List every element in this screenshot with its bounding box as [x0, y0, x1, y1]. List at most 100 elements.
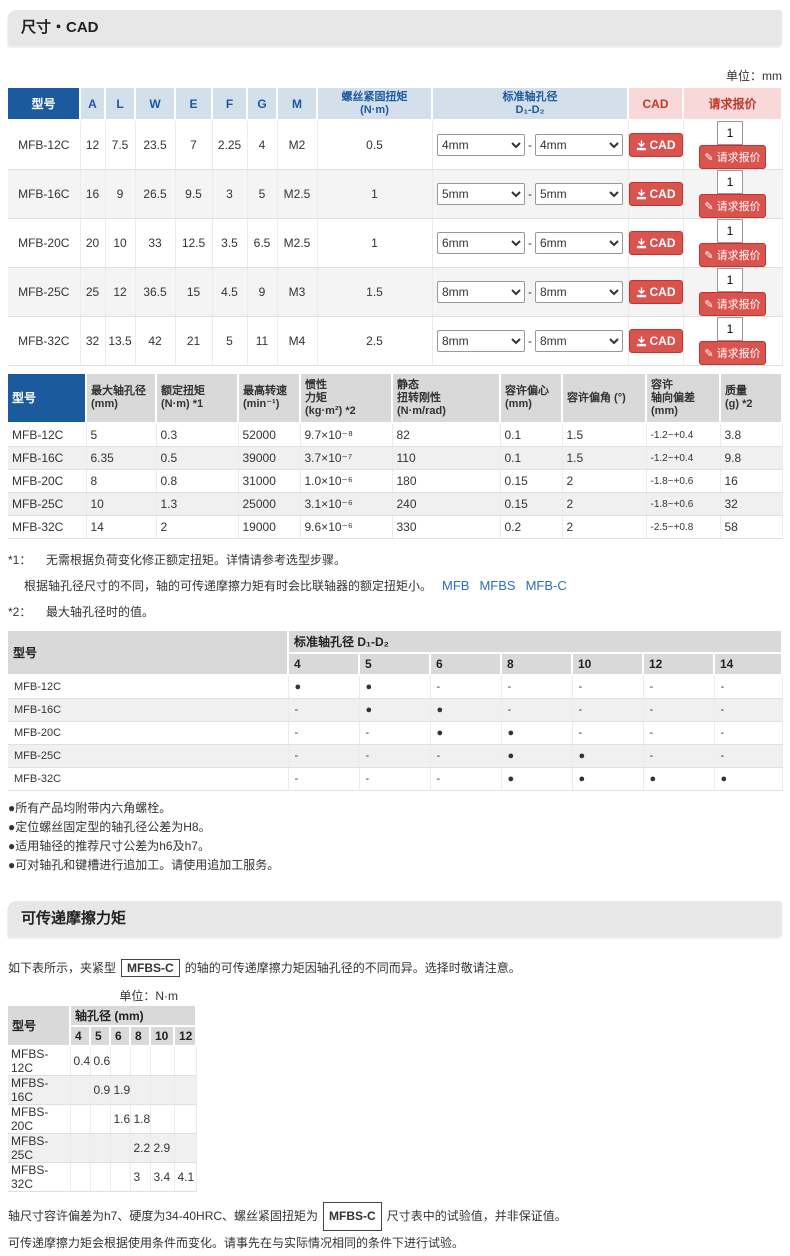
- cad-download-button[interactable]: CAD: [628, 231, 683, 255]
- model-cell: MFB-20C: [8, 469, 87, 493]
- quantity-input[interactable]: [717, 268, 743, 292]
- dim-cell: 7.5: [105, 120, 136, 170]
- bore-d2-select[interactable]: 6mm: [535, 232, 623, 254]
- table-row: MFBS-12C 0.4 0.6: [8, 1046, 197, 1076]
- bore-d1-select[interactable]: 4mm: [437, 134, 525, 156]
- friction-intro: 如下表所示，夹紧型 MFBS-C 的轴的可传递摩擦力矩因轴孔径的不同而异。选择时敬请…: [8, 959, 782, 977]
- spec-cell: 39000: [238, 446, 301, 470]
- bore-d2-select[interactable]: 8mm: [535, 330, 623, 352]
- dim-cell: 23.5: [135, 120, 176, 170]
- spec-cell: 3.1×10⁻⁶: [300, 492, 393, 516]
- dash-separator: -: [528, 285, 532, 299]
- bore-d1-select[interactable]: 5mm: [437, 183, 525, 205]
- cad-download-button[interactable]: CAD: [628, 182, 683, 206]
- header-inertia: 惯性 力矩 (kg·m²) *2: [300, 374, 393, 424]
- model-cell: MFB-12C: [8, 120, 81, 170]
- torque-value-cell: 1.8: [130, 1104, 151, 1134]
- cad-button-label: CAD: [649, 334, 676, 348]
- torque-value-cell: [70, 1104, 91, 1134]
- table-row: MFB-32C 14 2 19000 9.6×10⁻⁶ 330 0.2 2 -2…: [8, 515, 783, 539]
- dim-cell: 9: [247, 267, 278, 317]
- spec-cell: 330: [392, 515, 501, 539]
- header-max-bore: 最大轴孔径 (mm): [86, 374, 157, 424]
- dim-cell: 12: [80, 120, 106, 170]
- dim-cell: 5: [212, 316, 248, 366]
- quantity-input[interactable]: [717, 121, 743, 145]
- note-1: *1： 无需根据负荷变化修正额定扭矩。详情请参考选型步骤。: [8, 547, 782, 573]
- request-quote-button[interactable]: ✎ 请求报价: [699, 145, 766, 169]
- bore-d2-select[interactable]: 8mm: [535, 281, 623, 303]
- spec-cell: -1.8~+0.6: [646, 492, 721, 516]
- cad-button-label: CAD: [649, 187, 676, 201]
- quantity-input[interactable]: [717, 170, 743, 194]
- model-cell: MFB-12C: [8, 675, 289, 699]
- availability-cell: -: [359, 721, 431, 745]
- spec-cell: 0.15: [500, 469, 563, 493]
- header-torsional-stiffness: 静态 扭转刚性 (N·m/rad): [392, 374, 501, 424]
- spec-cell: 0.15: [500, 492, 563, 516]
- dim-cell: 12.5: [175, 218, 213, 268]
- link-mfbs[interactable]: MFBS: [479, 578, 516, 593]
- link-mfb-c[interactable]: MFB-C: [525, 578, 567, 593]
- header-max-speed: 最高转速 (min⁻¹): [238, 374, 301, 424]
- spec-cell: 1.5: [562, 423, 647, 447]
- quote-cell: ✎请求报价: [683, 218, 783, 268]
- availability-cell: ●: [430, 698, 502, 722]
- torque-value-cell: [174, 1075, 197, 1105]
- availability-cell: -: [430, 744, 502, 768]
- spec-cell: -2.5~+0.8: [646, 515, 721, 539]
- dash-separator: -: [528, 334, 532, 348]
- availability-cell: ●: [359, 675, 431, 699]
- spec-cell: 82: [392, 423, 501, 447]
- availability-cell: ●: [643, 767, 715, 791]
- header-angle-tolerance: 容许偏角 (°): [562, 374, 647, 424]
- header-bore-group: 轴孔径 (mm): [70, 1006, 198, 1027]
- cad-download-button[interactable]: CAD: [628, 280, 683, 304]
- dim-cell: 6.5: [247, 218, 278, 268]
- bore-d1-select[interactable]: 8mm: [437, 330, 525, 352]
- bore-d1-select[interactable]: 6mm: [437, 232, 525, 254]
- bore-d2-select[interactable]: 4mm: [535, 134, 623, 156]
- table-row: MFB-25C 10 1.3 25000 3.1×10⁻⁶ 240 0.15 2…: [8, 492, 783, 516]
- dim-cell: 32: [80, 316, 106, 366]
- link-mfb[interactable]: MFB: [442, 578, 470, 593]
- torque-value-cell: 0.6: [90, 1046, 111, 1076]
- request-quote-button[interactable]: ✎ 请求报价: [699, 292, 766, 316]
- note-text: 根据轴孔径尺寸的不同，轴的可传递摩擦力矩有时会比联轴器的额定扭矩小。: [24, 579, 433, 593]
- download-icon: [636, 237, 646, 248]
- spec-cell: 32: [720, 492, 783, 516]
- quantity-input[interactable]: [717, 317, 743, 341]
- header-bore-4: 4: [70, 1026, 91, 1047]
- unit-label-nm: 单位：N·m: [119, 989, 178, 1003]
- header-bore-10: 10: [150, 1026, 175, 1047]
- torque-value-cell: [110, 1162, 131, 1192]
- table-header-row: 型号 最大轴孔径 (mm) 额定扭矩 (N·m) *1 最高转速 (min⁻¹)…: [8, 374, 783, 424]
- bore-d2-select[interactable]: 5mm: [535, 183, 623, 205]
- spec-cell: 0.3: [156, 423, 239, 447]
- note-1b: 根据轴孔径尺寸的不同，轴的可传递摩擦力矩有时会比联轴器的额定扭矩小。 MFB MFB…: [8, 573, 782, 599]
- spec-cell: 1.3: [156, 492, 239, 516]
- quantity-input[interactable]: [717, 219, 743, 243]
- request-quote-button[interactable]: ✎ 请求报价: [699, 194, 766, 218]
- note-label: *2：: [8, 605, 32, 619]
- torque-cell: 1: [317, 218, 433, 268]
- request-quote-button[interactable]: ✎ 请求报价: [699, 341, 766, 365]
- header-model: 型号: [8, 631, 289, 676]
- dim-cell: 26.5: [135, 169, 176, 219]
- table-row: MFB-25C 25 12 36.5 15 4.5 9 M3 1.5 8mm -…: [8, 267, 783, 317]
- bore-cell: 8mm - 8mm: [432, 267, 629, 317]
- cad-download-button[interactable]: CAD: [628, 133, 683, 157]
- spec-cell: 16: [720, 469, 783, 493]
- torque-value-cell: [150, 1104, 175, 1134]
- cad-cell: CAD: [628, 218, 684, 268]
- availability-cell: -: [288, 698, 360, 722]
- request-quote-button[interactable]: ✎ 请求报价: [699, 243, 766, 267]
- spec-cell: 2: [562, 492, 647, 516]
- cad-download-button[interactable]: CAD: [628, 329, 683, 353]
- section-header-dimensions-cad: 尺寸・CAD: [8, 10, 782, 46]
- availability-cell: ●: [501, 744, 573, 768]
- unit-label-mm: 单位：mm: [726, 69, 782, 83]
- spec-cell: -1.2~+0.4: [646, 423, 721, 447]
- bore-d1-select[interactable]: 8mm: [437, 281, 525, 303]
- header-ecc-tolerance: 容许偏心 (mm): [500, 374, 563, 424]
